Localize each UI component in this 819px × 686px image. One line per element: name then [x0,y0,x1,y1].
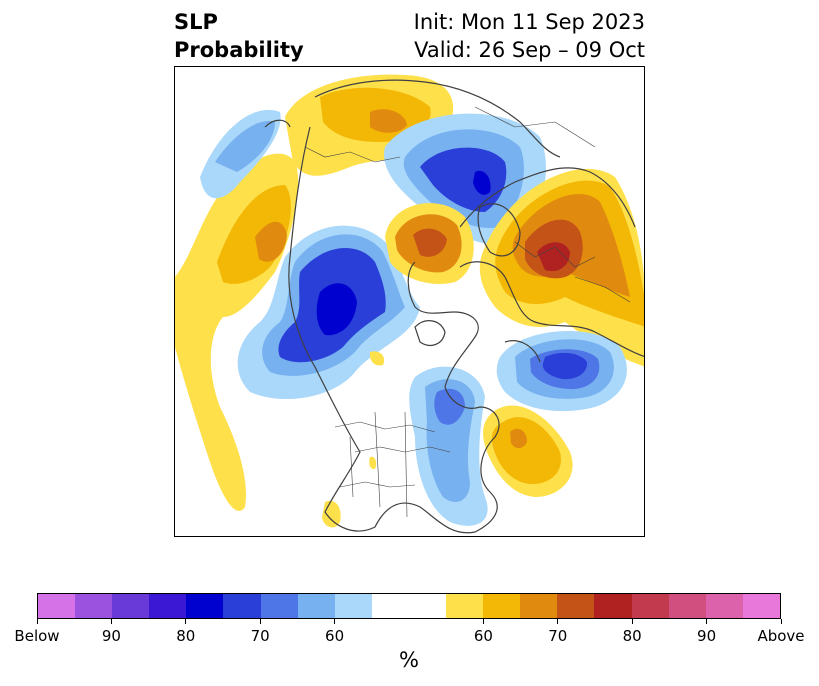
colorbar-segment [557,594,595,618]
colorbar-segment [334,594,372,618]
colorbar-segment [483,594,521,618]
title-right: Init: Mon 11 Sep 2023 Valid: 26 Sep – 09… [330,8,645,64]
init-date: Init: Mon 11 Sep 2023 [413,10,645,34]
colorbar-segment [705,594,743,618]
colorbar-tick-label-below-end: Below [14,627,60,645]
colorbar-segment [742,594,780,618]
colorbar-tick [110,619,112,624]
title-left: SLP Probability [174,8,304,64]
title-probability: Probability [174,38,304,62]
colorbar-segment [149,594,187,618]
colorbar-tick [185,619,187,624]
colorbar-tick-label-above-90: 90 [697,627,717,645]
colorbar-tick-label-below-60: 60 [325,627,345,645]
colorbar-tick [780,619,782,624]
below-north-atlantic [496,330,627,412]
probability-map [175,74,644,534]
above-arctic-canada [385,203,474,285]
colorbar-segment [297,594,335,618]
colorbar-tick-label-above-70: 70 [548,627,568,645]
colorbar-segment [594,594,632,618]
colorbar-tick-label-below-80: 80 [176,627,196,645]
title-slp: SLP [174,10,218,34]
below-eastern-north-america [409,366,488,526]
colorbar-segment [112,594,150,618]
colorbar-segment [75,594,113,618]
colorbar-unit-label: % [399,648,419,672]
colorbar-segment [260,594,298,618]
colorbar-tick-label-below-70: 70 [250,627,270,645]
colorbar-neutral-segment [371,594,447,618]
colorbar-tick-label-above-80: 80 [622,627,642,645]
above-west-atlantic [322,351,573,528]
below-north-pacific [200,109,281,199]
valid-range: Valid: 26 Sep – 09 Oct [414,38,645,62]
above-northeast-pacific [175,153,299,511]
colorbar-tick-label-below-90: 90 [101,627,121,645]
colorbar-segment [446,594,484,618]
colorbar-segment [186,594,224,618]
coastlines [264,79,644,534]
colorbar-tick [482,619,484,624]
colorbar-tick-label-above-60: 60 [473,627,493,645]
above-scandinavia-russia [479,168,644,367]
colorbar-tick [706,619,708,624]
colorbar-segment [520,594,558,618]
colorbar-tick [36,619,38,624]
colorbar [37,593,781,619]
colorbar-segment [668,594,706,618]
colorbar-tick [631,619,633,624]
below-western-canada [237,225,420,400]
colorbar-tick [557,619,559,624]
colorbar-tick [334,619,336,624]
map-frame [174,66,645,537]
colorbar-tick [259,619,261,624]
colorbar-segment [38,594,76,618]
colorbar-segment [631,594,669,618]
colorbar-segment [223,594,261,618]
colorbar-tick-label-above-end: Above [757,627,805,645]
borders [304,106,631,518]
